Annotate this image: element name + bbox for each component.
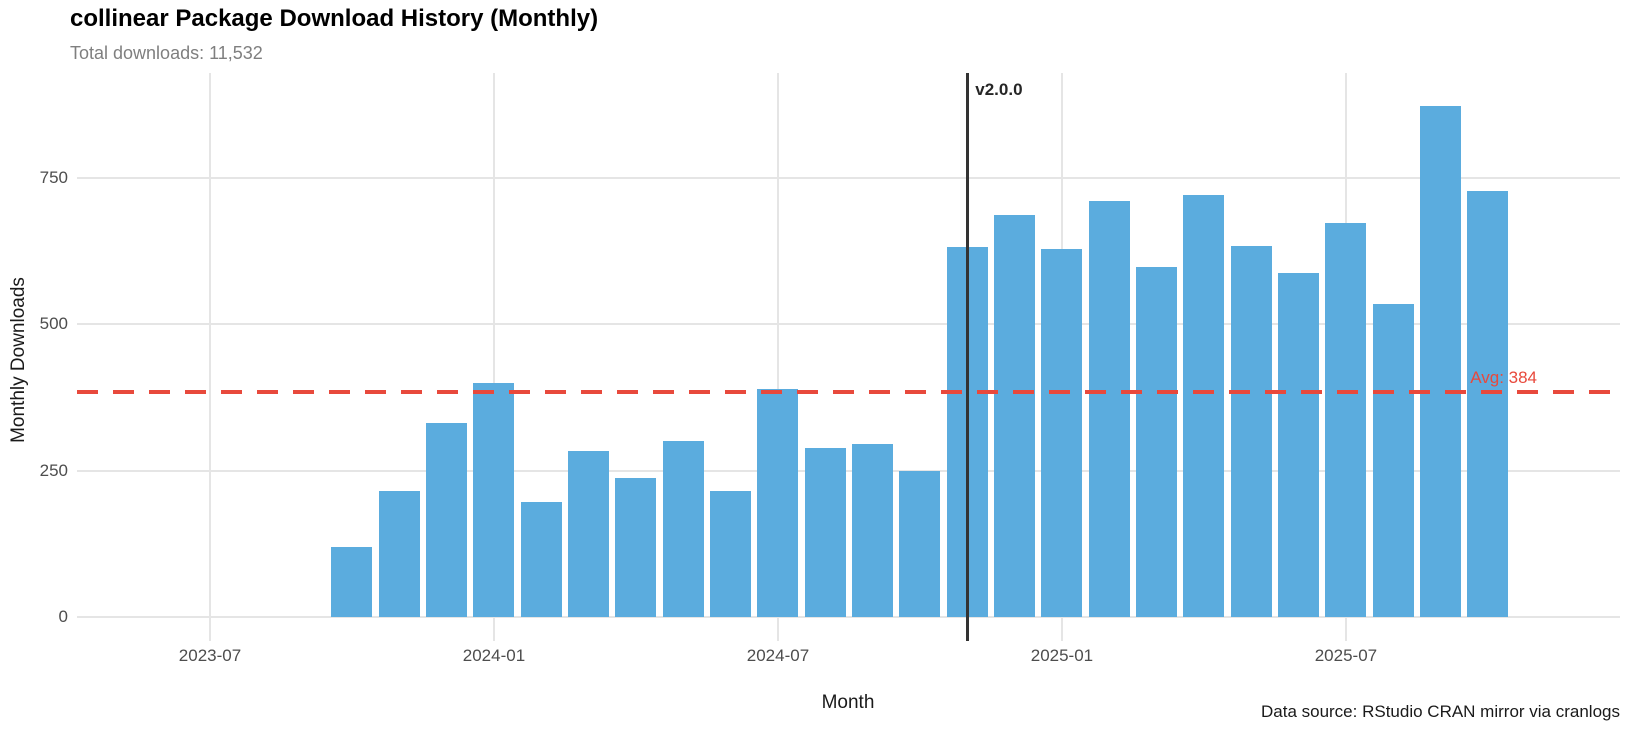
- bar-2024-06: [710, 491, 752, 617]
- bar-2024-05: [662, 440, 704, 617]
- bar-2025-03: [1136, 266, 1178, 617]
- bar-2025-07: [1325, 223, 1367, 617]
- chart-title: collinear Package Download History (Mont…: [70, 5, 599, 32]
- x-tick-label-2025-07: 2025-07: [1314, 646, 1378, 665]
- bar-2025-02: [1088, 200, 1130, 617]
- x-gridline-2024-01: [492, 73, 495, 641]
- x-tick-label-2023-07: 2023-07: [178, 646, 242, 665]
- y-gridline-0: [77, 616, 1620, 618]
- y-gridline-500: [77, 323, 1620, 326]
- bar-2024-10: [899, 470, 941, 617]
- bar-2025-10: [1467, 191, 1509, 617]
- y-axis-title: Monthly Downloads: [8, 277, 29, 443]
- bar-2025-08: [1372, 303, 1414, 617]
- bar-2025-06: [1278, 272, 1320, 617]
- x-gridline-2023-07: [209, 73, 211, 641]
- x-axis-title: Month: [821, 692, 875, 713]
- y-tick-label-750: 750: [39, 168, 68, 187]
- release-line: [965, 73, 969, 641]
- x-tick-label-2025-01: 2025-01: [1030, 646, 1094, 665]
- chart-subtitle: Total downloads: 11,532: [70, 43, 263, 63]
- bar-2024-07: [757, 389, 799, 617]
- bar-2023-11: [378, 491, 420, 617]
- release-line-label: v2.0.0: [975, 80, 1023, 99]
- average-line: [77, 390, 1620, 395]
- y-gridline-250: [77, 469, 1620, 472]
- x-gridline-2024-07: [776, 73, 779, 641]
- x-tick-label-2024-01: 2024-01: [462, 646, 526, 665]
- bar-2024-04: [615, 477, 657, 617]
- y-tick-label-500: 500: [39, 314, 68, 334]
- bar-2024-09: [852, 443, 894, 617]
- average-line-label: Avg: 384: [1470, 368, 1537, 388]
- bar-2023-12: [426, 422, 468, 617]
- y-gridline-750: [77, 177, 1620, 179]
- x-tick-label-2024-07: 2024-07: [746, 646, 810, 665]
- bar-2024-02: [520, 501, 562, 617]
- bar-2024-08: [804, 448, 846, 617]
- bar-2023-10: [331, 546, 373, 617]
- bar-2025-04: [1183, 194, 1225, 617]
- bar-2024-12: [994, 214, 1036, 617]
- y-tick-label-250: 250: [39, 460, 68, 480]
- bar-2024-03: [568, 450, 610, 617]
- bar-2025-05: [1230, 246, 1272, 617]
- y-tick-label-0: 0: [58, 607, 68, 626]
- bar-2025-09: [1420, 106, 1462, 617]
- data-source-caption: Data source: RStudio CRAN mirror via cra…: [1260, 702, 1620, 721]
- bar-2025-01: [1041, 248, 1083, 617]
- bar-2024-01: [473, 382, 515, 617]
